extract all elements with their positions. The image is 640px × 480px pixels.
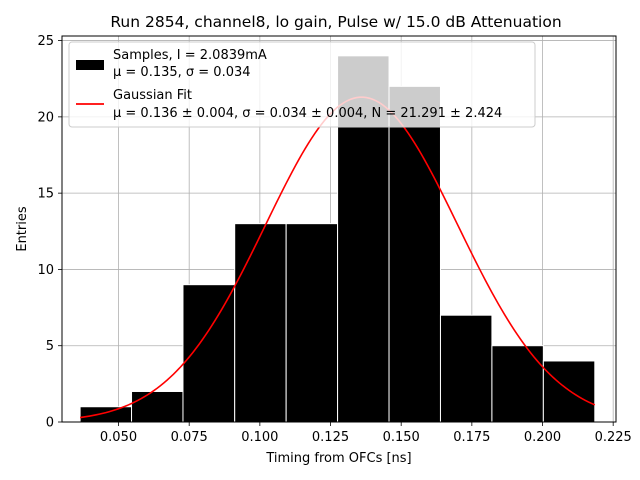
x-axis-label: Timing from OFCs [ns] bbox=[265, 451, 411, 466]
x-tick-label-3: 0.125 bbox=[312, 430, 349, 445]
legend: Samples, I = 2.0839mA μ = 0.135, σ = 0.0… bbox=[68, 41, 536, 128]
x-tick-label-2: 0.100 bbox=[241, 430, 278, 445]
legend-fit-label: Gaussian Fit bbox=[113, 88, 192, 103]
legend-samples-stats: μ = 0.135, σ = 0.034 bbox=[113, 65, 251, 80]
y-tick-label-2: 10 bbox=[37, 263, 54, 278]
histogram-bar-4 bbox=[285, 223, 339, 423]
x-tick-label-4: 0.150 bbox=[383, 430, 420, 445]
histogram-bar-0 bbox=[79, 406, 133, 423]
histogram-bar-7 bbox=[439, 314, 493, 423]
y-axis-label: Entries bbox=[15, 206, 30, 252]
axis-ticks: 0.050 0.075 0.100 0.125 0.150 0.175 0.200 0.225… bbox=[37, 34, 631, 445]
y-tick-label-4: 20 bbox=[37, 110, 54, 125]
legend-box bbox=[68, 41, 536, 128]
histogram-bar-1 bbox=[131, 390, 184, 423]
histogram-bar-6 bbox=[388, 85, 441, 423]
legend-samples-label: Samples, I = 2.0839mA bbox=[113, 48, 267, 63]
y-tick-label-5: 25 bbox=[37, 34, 54, 49]
chart-title: Run 2854, channel8, lo gain, Pulse w/ 15… bbox=[110, 13, 561, 31]
x-tick-label-7: 0.225 bbox=[595, 430, 632, 445]
x-tick-label-6: 0.200 bbox=[524, 430, 561, 445]
histogram-bar-9 bbox=[542, 360, 596, 423]
x-tick-label-1: 0.075 bbox=[171, 430, 208, 445]
x-tick-label-0: 0.050 bbox=[100, 430, 137, 445]
histogram-bar-3 bbox=[234, 223, 287, 423]
legend-samples-swatch bbox=[76, 60, 104, 70]
x-tick-label-5: 0.175 bbox=[453, 430, 490, 445]
y-tick-label-0: 0 bbox=[46, 416, 54, 431]
y-tick-label-3: 15 bbox=[37, 187, 54, 202]
plot-frame bbox=[61, 35, 617, 423]
histogram-bar-8 bbox=[491, 345, 544, 423]
legend-fit-stats: μ = 0.136 ± 0.004, σ = 0.034 ± 0.004, N … bbox=[113, 106, 502, 121]
histogram-bar-2 bbox=[182, 284, 236, 423]
y-tick-label-1: 5 bbox=[46, 339, 54, 354]
